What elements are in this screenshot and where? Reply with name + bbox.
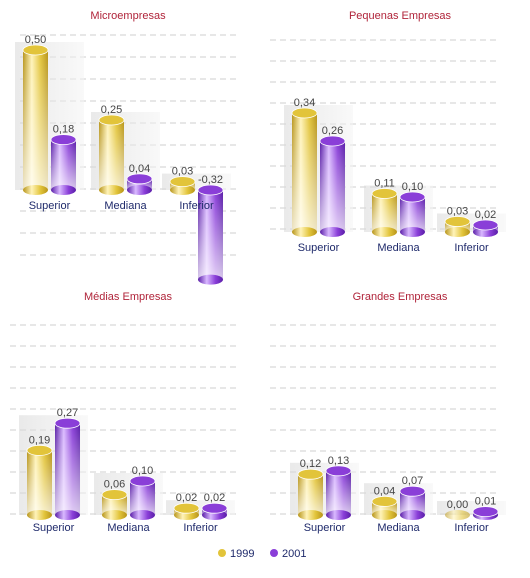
value-label: 0,02 [204, 492, 225, 504]
value-label: 0,07 [402, 475, 423, 487]
bar-1999-mediana [371, 495, 398, 520]
bar-2001-mediana [129, 475, 156, 520]
panel-2: Pequenas Empresas 0,34 0,26 Superior 0,11 0,1… [270, 10, 506, 254]
value-label: 0,00 [447, 499, 468, 511]
value-label: 0,04 [374, 485, 395, 497]
panel-title: Microempresas [90, 10, 166, 22]
bar-1999-superior [297, 468, 324, 520]
value-label: 0,12 [300, 458, 321, 470]
value-label: 0,13 [328, 455, 349, 467]
category-label: Mediana [377, 242, 420, 254]
bar-1999-superior [26, 444, 53, 520]
value-label: 0,02 [475, 209, 496, 221]
value-label: 0,19 [29, 434, 50, 446]
category-label: Inferior [183, 522, 218, 534]
value-label: 0,18 [53, 124, 74, 136]
bar-1999-mediana [98, 114, 125, 195]
legend: 1999 2001 [218, 548, 306, 560]
value-label: 0,02 [176, 492, 197, 504]
category-label: Mediana [107, 522, 150, 534]
value-label: 0,03 [447, 206, 468, 218]
category-label: Superior [298, 242, 340, 254]
value-label: -0,32 [198, 174, 223, 186]
legend-label-2001: 2001 [282, 548, 306, 560]
bar-1999-inferior [173, 502, 200, 520]
category-label: Superior [304, 522, 346, 534]
category-label: Mediana [104, 200, 147, 212]
value-label: 0,04 [129, 163, 150, 175]
bar-1999-inferior [445, 510, 470, 520]
bar-2001-superior [50, 134, 77, 195]
bar-2001-superior [325, 465, 352, 520]
bar-2001-inferior [197, 184, 224, 285]
value-label: 0,26 [322, 125, 343, 137]
bar-1999-inferior [169, 176, 196, 195]
value-label: 0,10 [402, 181, 423, 193]
value-label: 0,01 [475, 496, 496, 508]
bar-2001-mediana [126, 173, 153, 195]
value-label: 0,10 [132, 465, 153, 477]
value-label: 0,06 [104, 479, 125, 491]
value-label: 0,27 [57, 407, 78, 419]
panel-3: Médias Empresas 0,19 0,27 Superior 0,06 0,10 M… [10, 291, 240, 534]
category-label: Superior [29, 200, 71, 212]
value-label: 0,03 [172, 166, 193, 178]
value-label: 0,34 [294, 97, 315, 109]
bar-2001-inferior [472, 506, 499, 520]
legend-marker-2001 [270, 549, 278, 557]
category-label: Inferior [454, 522, 489, 534]
bar-2001-inferior [201, 502, 228, 520]
bar-1999-mediana [371, 188, 398, 237]
bar-2001-superior [54, 417, 81, 520]
panel-1: Microempresas 0,50 0,18 Superior 0,25 0,04 Med… [15, 10, 240, 285]
bar-1999-mediana [101, 489, 128, 520]
panel-title: Pequenas Empresas [349, 10, 452, 22]
panel-title: Médias Empresas [84, 291, 173, 303]
category-label: Superior [33, 522, 75, 534]
bar-1999-superior [291, 107, 318, 237]
value-label: 0,25 [101, 104, 122, 116]
panel-title: Grandes Empresas [353, 291, 448, 303]
value-label: 0,50 [25, 34, 46, 46]
bar-1999-inferior [444, 216, 471, 237]
panel-4: Grandes Empresas 0,12 0,13 Superior 0,04 0,07… [270, 291, 506, 534]
category-label: Inferior [179, 200, 214, 212]
bar-2001-mediana [399, 485, 426, 520]
legend-label-1999: 1999 [230, 548, 254, 560]
legend-marker-1999 [218, 549, 226, 557]
category-label: Mediana [377, 522, 420, 534]
value-label: 0,11 [374, 178, 395, 190]
bar-2001-mediana [399, 191, 426, 237]
bar-2001-superior [319, 135, 346, 237]
category-label: Inferior [454, 242, 489, 254]
bar-2001-inferior [472, 219, 499, 237]
bar-1999-superior [22, 44, 49, 195]
